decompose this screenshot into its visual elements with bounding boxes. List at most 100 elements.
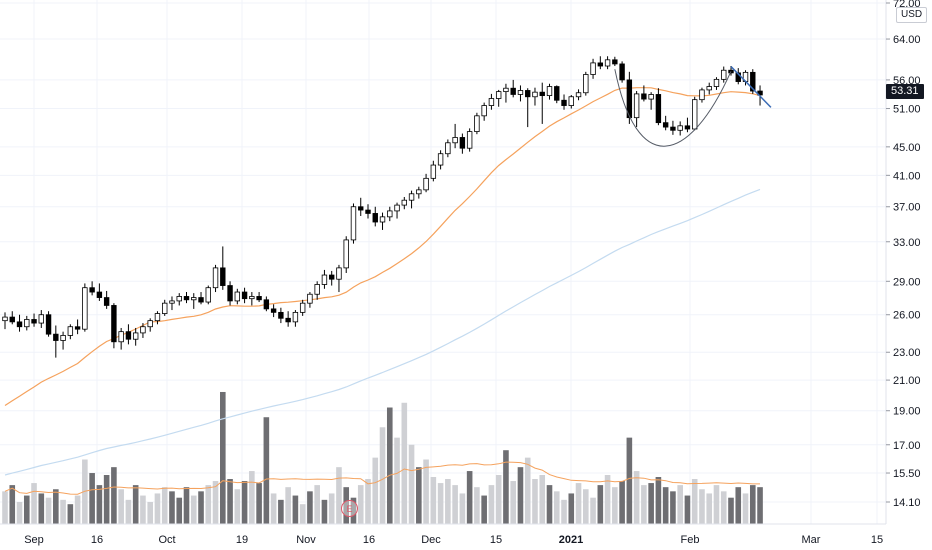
volume-moving-average-line: [4, 461, 760, 495]
candle-body: [278, 311, 284, 319]
volume-bar: [583, 489, 589, 524]
candle-body: [387, 210, 393, 218]
volume-bar: [720, 491, 727, 524]
volume-bar: [328, 493, 335, 524]
volume-bar: [125, 499, 132, 524]
candle: [408, 190, 415, 209]
time-tick-label: 15: [871, 534, 883, 546]
candle: [24, 315, 30, 331]
candle-body: [82, 287, 88, 330]
candle-body: [183, 296, 190, 301]
volume-bar: [735, 487, 742, 524]
candle-body: [256, 296, 262, 301]
candle-body: [292, 311, 299, 323]
volume-bar: [524, 457, 531, 524]
candle-body: [31, 319, 37, 324]
volume-bar: [278, 499, 284, 524]
candle-body: [220, 267, 226, 286]
volume-bar: [481, 495, 487, 524]
candle: [118, 327, 124, 350]
currency-label[interactable]: USD: [896, 7, 928, 23]
candle-body: [401, 199, 407, 206]
candle-body: [241, 291, 248, 300]
candle: [321, 269, 328, 289]
candle: [227, 281, 233, 306]
time-axis[interactable]: Sep 16 Oct 19 Nov 16 Dec 15 2021 Feb Mar 15: [24, 534, 883, 546]
candle: [299, 299, 306, 316]
earnings-event-marker[interactable]: E: [341, 500, 358, 517]
candle-body: [321, 274, 328, 285]
volume-bar: [662, 487, 669, 524]
price-tick-label: 19.00: [893, 406, 921, 418]
candle-body: [583, 74, 589, 94]
candle-body: [191, 297, 197, 301]
candle: [474, 112, 480, 135]
candlesticks[interactable]: [2, 56, 763, 358]
candle-body: [546, 86, 553, 97]
price-axis[interactable]: 72.00 64.00 56.00 51.00 45.00 41.00 37.00 33.00…: [886, 0, 921, 509]
time-tick-label: 2021: [559, 534, 583, 546]
candle: [568, 95, 574, 109]
candle: [452, 123, 458, 149]
candle: [416, 186, 422, 199]
candle-body: [539, 91, 545, 97]
last-price-badge: 53.31: [886, 84, 924, 99]
volume-bar: [212, 481, 219, 524]
candle-body: [626, 79, 633, 119]
candle-body: [437, 153, 444, 166]
time-tick-label: Mar: [802, 534, 821, 546]
candle: [517, 85, 524, 102]
candle: [633, 91, 640, 128]
candle: [263, 296, 270, 312]
candle: [437, 150, 444, 170]
volume-bar: [408, 444, 415, 524]
volume-bar: [437, 483, 444, 524]
volume-bar: [103, 475, 110, 524]
candle: [314, 281, 320, 300]
volume-bar: [53, 489, 59, 524]
candle-body: [394, 204, 400, 212]
handle-trend-line-drawing[interactable]: [730, 66, 772, 108]
time-tick-label: 19: [236, 534, 248, 546]
candle-body: [532, 91, 538, 98]
candle: [9, 311, 15, 325]
candle: [401, 196, 407, 210]
candle-body: [16, 321, 23, 328]
candle: [256, 292, 262, 303]
candle: [445, 139, 451, 158]
candle-body: [358, 206, 364, 211]
candle-body: [372, 213, 378, 223]
price-tick-label: 14.10: [893, 497, 921, 509]
volume-bar: [445, 479, 451, 524]
volume-bar: [394, 437, 400, 524]
candle-body: [597, 62, 604, 67]
volume-bar: [626, 437, 633, 524]
volume-bar: [728, 497, 734, 524]
volume-bar: [132, 485, 139, 524]
price-tick-label: 21.00: [893, 375, 921, 387]
volume-bar: [590, 497, 596, 524]
cup-pattern-drawing[interactable]: [614, 69, 732, 147]
volume-bar: [619, 481, 625, 524]
candle: [176, 293, 182, 306]
candle: [2, 312, 8, 330]
candle-body: [234, 291, 241, 302]
candle: [74, 319, 81, 335]
candle: [394, 202, 400, 219]
volume-bar: [336, 467, 342, 524]
volume-bar: [706, 493, 713, 524]
volume-bar: [299, 504, 306, 524]
candle: [147, 318, 153, 332]
volume-bar: [234, 489, 241, 524]
volume-bar: [321, 499, 328, 524]
candle-body: [249, 296, 255, 300]
price-tick-label: 64.00: [893, 34, 921, 46]
candle-body: [590, 62, 596, 75]
candle-body: [314, 284, 320, 295]
candle: [532, 87, 538, 106]
volume-bar: [357, 485, 364, 524]
volume-bar: [575, 483, 582, 524]
candle: [278, 307, 284, 324]
volume-bar: [154, 493, 161, 524]
